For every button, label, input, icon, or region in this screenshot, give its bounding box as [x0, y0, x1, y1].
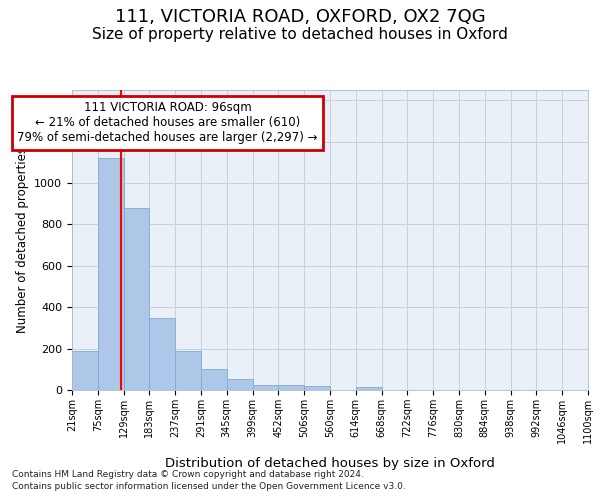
Y-axis label: Number of detached properties: Number of detached properties — [16, 147, 29, 333]
Text: 111, VICTORIA ROAD, OXFORD, OX2 7QG: 111, VICTORIA ROAD, OXFORD, OX2 7QG — [115, 8, 485, 26]
Bar — [98, 158, 124, 390]
Bar — [227, 378, 253, 390]
Bar — [278, 386, 304, 390]
Bar — [72, 350, 98, 390]
Text: 111 VICTORIA ROAD: 96sqm
← 21% of detached houses are smaller (610)
79% of semi-: 111 VICTORIA ROAD: 96sqm ← 21% of detach… — [17, 102, 318, 144]
Text: Contains public sector information licensed under the Open Government Licence v3: Contains public sector information licen… — [12, 482, 406, 491]
Text: Contains HM Land Registry data © Crown copyright and database right 2024.: Contains HM Land Registry data © Crown c… — [12, 470, 364, 479]
Bar — [124, 208, 149, 390]
Bar — [149, 318, 175, 390]
Bar — [201, 370, 227, 390]
Bar — [253, 385, 278, 390]
Bar — [175, 350, 201, 390]
Bar — [356, 387, 382, 390]
Text: Distribution of detached houses by size in Oxford: Distribution of detached houses by size … — [165, 458, 495, 470]
Text: Size of property relative to detached houses in Oxford: Size of property relative to detached ho… — [92, 28, 508, 42]
Bar — [304, 386, 330, 390]
